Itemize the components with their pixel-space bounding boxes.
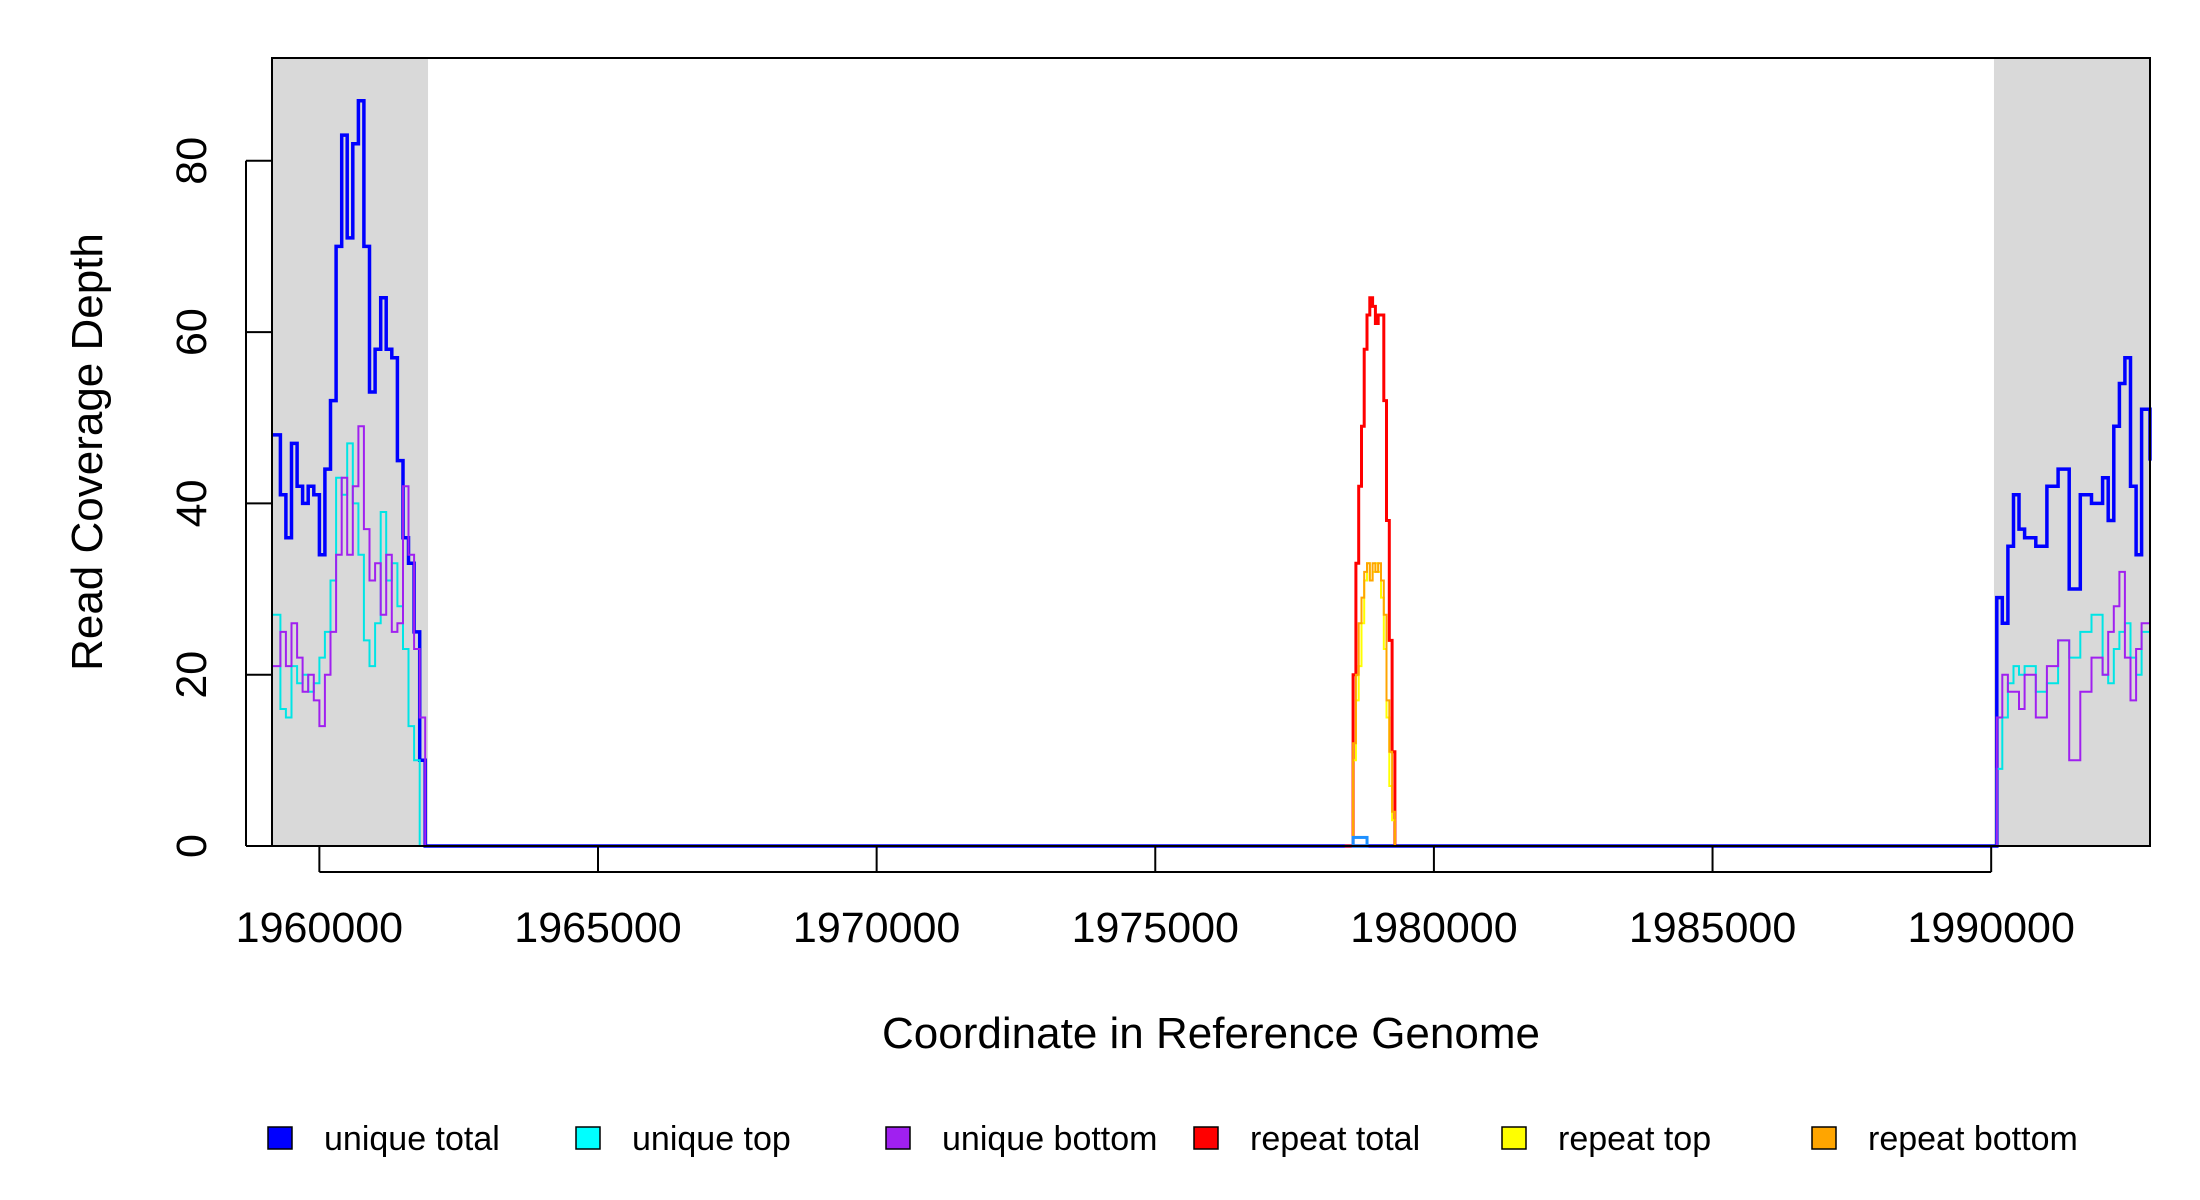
x-tick-label-1970000: 1970000 — [793, 904, 960, 952]
y-tick-label-0: 0 — [168, 834, 216, 858]
series-unique-bottom — [272, 425, 2151, 847]
legend-swatch-unique-top — [575, 1126, 601, 1150]
legend-swatch-repeat-total — [1193, 1126, 1219, 1150]
legend-swatch-unique-total — [267, 1126, 293, 1150]
x-tick-label-1960000: 1960000 — [236, 904, 403, 952]
legend-label-repeat-top: repeat top — [1558, 1120, 1711, 1158]
x-tick-label-1975000: 1975000 — [1072, 904, 1239, 952]
plot-frame — [271, 57, 2151, 847]
y-tick-label-40: 40 — [168, 479, 216, 527]
x-tick-label-1985000: 1985000 — [1629, 904, 1796, 952]
y-axis-title: Read Coverage Depth — [63, 233, 112, 671]
x-tick-label-1980000: 1980000 — [1350, 904, 1517, 952]
legend-swatch-repeat-bottom — [1811, 1126, 1837, 1150]
legend-label-repeat-bottom: repeat bottom — [1868, 1120, 2078, 1158]
shaded-regions — [272, 58, 2150, 846]
y-tick-label-80: 80 — [168, 137, 216, 185]
legend-swatch-repeat-top — [1501, 1126, 1527, 1150]
legend-label-repeat-total: repeat total — [1250, 1120, 1420, 1158]
legend-swatch-unique-bottom — [885, 1126, 911, 1150]
y-tick-label-60: 60 — [168, 308, 216, 356]
legend-label-unique-top: unique top — [632, 1120, 791, 1158]
series-repeat-bottom — [1344, 562, 1396, 847]
series-unique-total — [272, 99, 2152, 848]
legend-label-unique-total: unique total — [324, 1120, 500, 1158]
legend-label-unique-bottom: unique bottom — [942, 1120, 1158, 1158]
series-layer — [272, 99, 2152, 848]
y-tick-label-20: 20 — [168, 651, 216, 699]
shaded-region-2 — [1993, 58, 2150, 846]
x-axis-title: Coordinate in Reference Genome — [882, 1009, 1540, 1058]
series-repeat-total — [1344, 296, 1397, 848]
x-tick-label-1990000: 1990000 — [1907, 904, 2074, 952]
x-tick-label-1965000: 1965000 — [514, 904, 681, 952]
x-axis: 1960000 1965000 1970000 1975000 1980000 19850… — [236, 846, 2075, 952]
y-axis: 0 20 40 60 80 — [168, 137, 272, 858]
series-unique-top — [272, 442, 2151, 847]
repeat-region-marker — [1351, 835, 1369, 848]
legend: unique total unique top unique bottom repea… — [267, 1120, 2078, 1158]
